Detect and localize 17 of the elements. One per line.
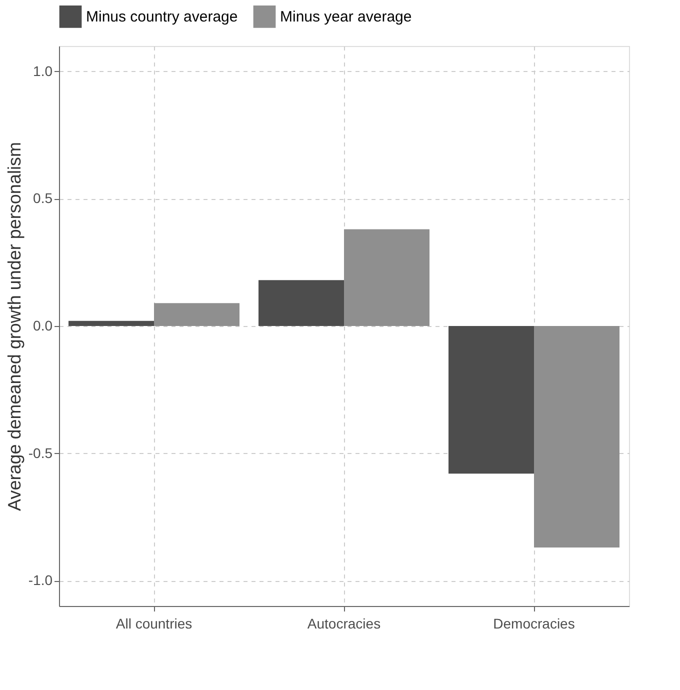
bar — [258, 280, 344, 326]
bar — [534, 326, 620, 548]
x-tick-label: Democracies — [493, 616, 575, 632]
y-tick-label: 0.5 — [33, 190, 53, 206]
bar — [68, 320, 154, 326]
y-tick-label: -1.0 — [28, 572, 53, 588]
y-tick-label: 1.0 — [33, 62, 53, 79]
bar — [344, 229, 430, 326]
x-tick-label: All countries — [116, 616, 192, 632]
x-tick-label: Autocracies — [307, 616, 381, 632]
y-tick-label: 0.0 — [33, 318, 53, 334]
y-axis-title: Average demeaned growth under personalism — [4, 142, 24, 511]
legend-label: Minus country average — [86, 8, 238, 26]
legend-label: Minus year average — [280, 8, 412, 26]
bar — [448, 326, 534, 474]
y-tick-label: -0.5 — [28, 444, 53, 461]
bar — [154, 303, 240, 326]
